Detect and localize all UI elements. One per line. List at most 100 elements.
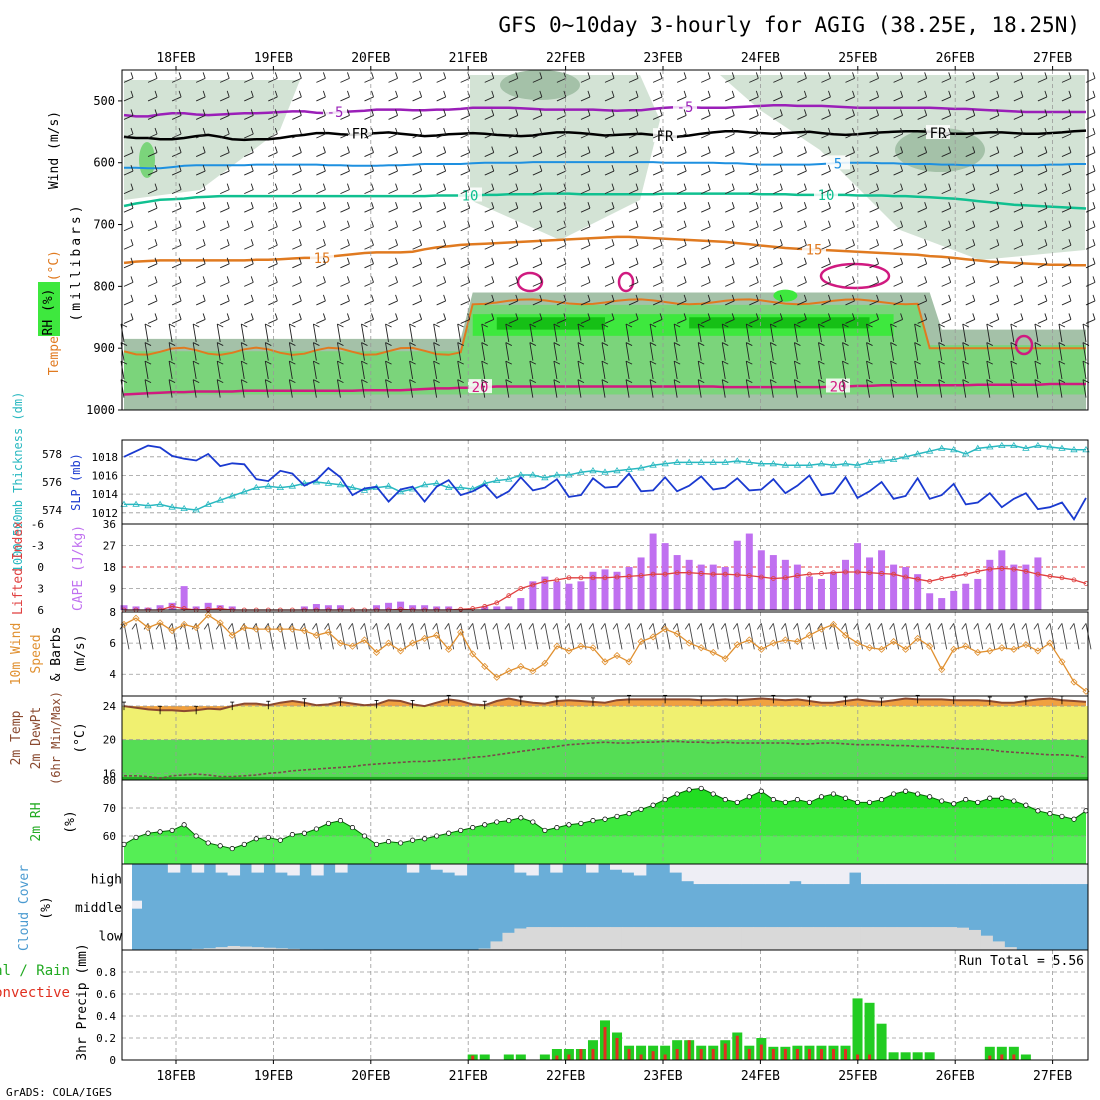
wind-barb-flag: [707, 183, 711, 190]
wind-barb-flag: [505, 342, 513, 346]
wind-barb: [268, 207, 278, 213]
cape-bar: [601, 569, 609, 610]
wind-barb-flag: [803, 127, 807, 135]
wind-barb: [917, 152, 927, 157]
wind-barb: [412, 319, 422, 324]
wind-barb-flag: [900, 72, 904, 79]
wind-barb-flag: [731, 90, 735, 98]
wind-barb: [965, 281, 975, 287]
wind-barb: [652, 170, 663, 176]
surface-wind-barb-flag: [600, 623, 606, 630]
precip-tick-label: 0.2: [96, 1032, 116, 1045]
thickness-marker: [505, 475, 513, 482]
wind-barb: [869, 207, 879, 213]
rh-moist-peak: [689, 317, 870, 329]
wind-barb: [869, 115, 879, 120]
wind-barb-flag: [587, 294, 591, 302]
wind-barb-flag: [1034, 323, 1042, 328]
rh2m-marker: [398, 840, 404, 846]
wind-barb: [914, 323, 919, 343]
cloud-low-clear: [526, 927, 539, 950]
date-label-bottom: 23FEB: [643, 1069, 682, 1084]
wind-barb: [893, 281, 903, 287]
wind-barb-flag: [948, 220, 952, 227]
wind-barb: [409, 379, 414, 398]
wind-barb-flag: [828, 109, 831, 116]
wind-barb-flag: [876, 72, 879, 79]
cape-bar: [385, 602, 393, 610]
wind-barb-flag: [1020, 239, 1024, 246]
wind-barb-flag: [371, 72, 374, 79]
precip-total-bar: [515, 1054, 526, 1060]
wind-barb-flag: [996, 127, 1000, 135]
wind-speed-marker: [469, 650, 477, 658]
wind-barb-flag: [828, 257, 831, 264]
slp-tick-label: 1012: [92, 507, 119, 520]
wind-barb: [364, 300, 374, 306]
surface-wind-barb: [1037, 623, 1044, 650]
wind-barb: [388, 189, 398, 195]
wind-barb-flag: [842, 379, 849, 384]
contour-label-bg: [926, 125, 950, 140]
wind-barb: [195, 244, 206, 250]
wind-barb: [580, 281, 591, 287]
surface-wind-barb-flag: [865, 623, 870, 630]
lifted-index-marker: [614, 574, 620, 580]
wind-barb: [340, 207, 350, 213]
precip-total-bar: [924, 1052, 935, 1060]
surface-wind-barb-flag: [973, 623, 979, 630]
wind-barb-flag: [491, 294, 495, 302]
wind-speed-marker: [637, 637, 645, 646]
wind-barb-flag: [611, 313, 615, 320]
wind-barb: [917, 244, 927, 250]
wind-barb-flag: [202, 72, 206, 79]
wind-barb-flag: [563, 146, 567, 153]
wind-barb-flag: [443, 164, 447, 172]
wind-barb: [316, 226, 326, 232]
wind-barb-flag: [168, 342, 176, 346]
wind-barb: [773, 96, 783, 102]
wind-barb-flag: [1092, 313, 1096, 320]
wind-barb: [749, 300, 759, 306]
thickness-marker: [721, 458, 729, 465]
wind-barb: [1058, 361, 1063, 380]
wind-barb: [244, 133, 254, 139]
wind-barb-flag: [553, 323, 561, 328]
wind-barb-flag: [250, 72, 254, 79]
wind-barb: [508, 133, 518, 139]
wind-barb-flag: [625, 379, 633, 384]
wind-barb-flag: [707, 202, 711, 209]
wind-barb-flag: [443, 72, 447, 79]
wind-barb: [220, 263, 230, 269]
cloud-low-clear: [586, 927, 599, 950]
wind-barb: [1061, 263, 1072, 269]
wind-barb: [797, 300, 807, 306]
wind-barb-flag: [611, 72, 615, 79]
wind-barb-flag: [635, 90, 639, 98]
wind-barb: [171, 115, 182, 120]
wind-barb: [436, 263, 446, 269]
wind-barb-flag: [130, 90, 134, 98]
contour-label: FR: [352, 127, 369, 143]
wind-barb: [604, 207, 615, 213]
wind-barb: [818, 361, 822, 380]
wind-barb-flag: [611, 276, 615, 283]
wind-barb: [1061, 133, 1072, 139]
wind-barb: [965, 115, 975, 120]
wind-barb-flag: [515, 294, 519, 302]
wind-barb: [244, 244, 254, 250]
cloud-high-clear: [1016, 864, 1029, 885]
wind-barb-flag: [1068, 164, 1072, 172]
wind-barb-flag: [673, 379, 681, 384]
wind-barb-flag: [433, 379, 440, 384]
wind-barb: [123, 300, 134, 306]
wind-barb-flag: [216, 342, 224, 346]
wind-barb: [749, 226, 759, 232]
wind-barb: [171, 152, 182, 157]
wind-barb: [532, 263, 543, 269]
wind-barb-flag: [130, 127, 134, 135]
lifted-index-marker: [734, 572, 740, 578]
wind-barb: [529, 323, 534, 343]
wind-barb-flag: [361, 379, 368, 384]
wind-barb-flag: [322, 183, 326, 190]
